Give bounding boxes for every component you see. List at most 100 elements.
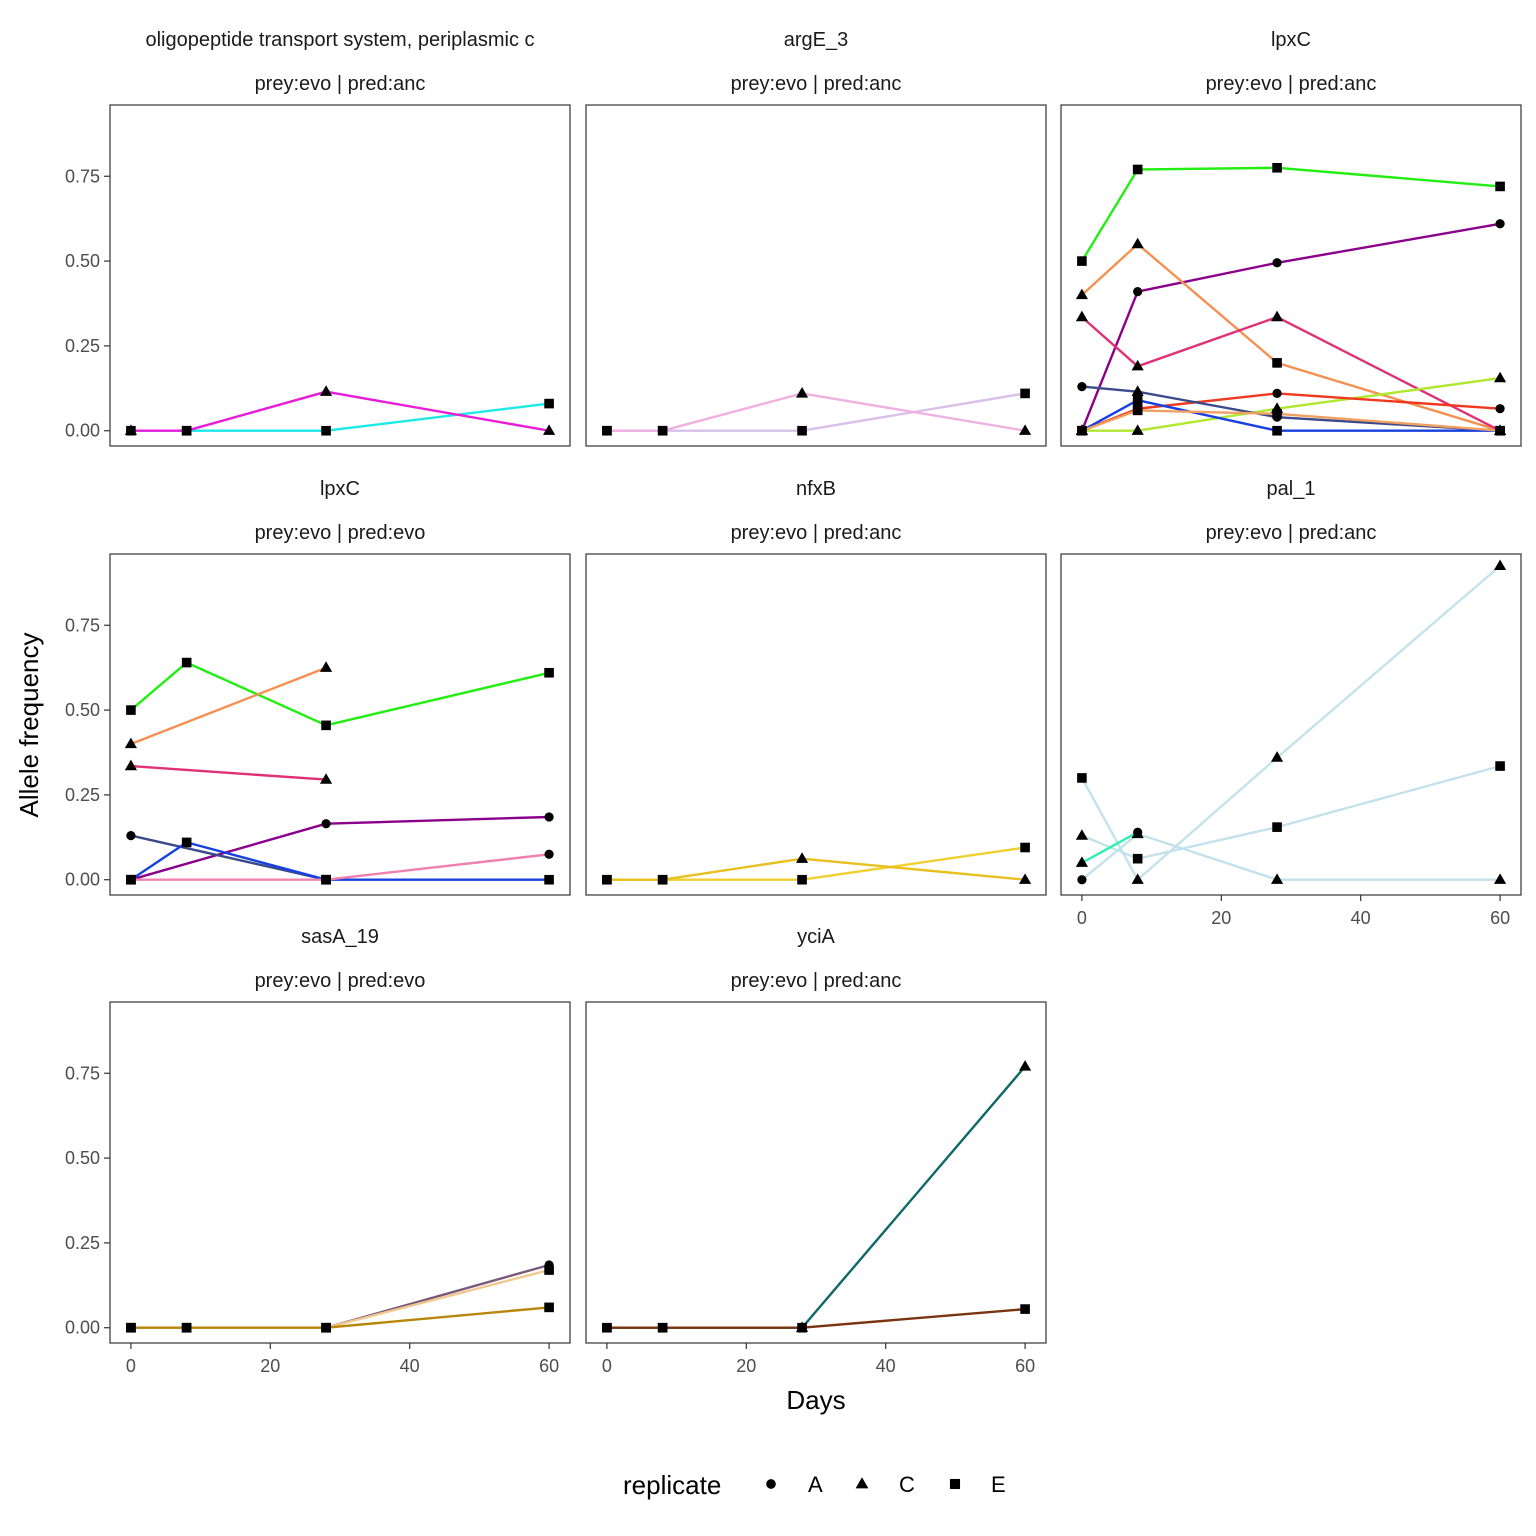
x-tick-label: 40: [400, 1356, 420, 1376]
series-line: [1081, 376, 1501, 432]
panel-border: [585, 553, 1047, 896]
data-point: [1020, 842, 1030, 853]
data-point: [124, 759, 137, 771]
data-point: [124, 737, 137, 749]
data-point: [1132, 405, 1143, 416]
data-point: [181, 425, 192, 436]
series-line: [130, 815, 550, 881]
series-line: [130, 841, 550, 881]
legend-title: replicate: [623, 1470, 721, 1500]
facet-condition-label: prey:evo | pred:anc: [1206, 73, 1377, 95]
data-point: [1270, 873, 1284, 884]
data-point: [1494, 559, 1507, 571]
data-point: [797, 1322, 807, 1333]
x-tick-label: 40: [1351, 908, 1371, 928]
legend-label: C: [899, 1472, 915, 1497]
data-point: [1075, 856, 1088, 867]
y-tick-label: 0.75: [65, 166, 100, 186]
data-point: [1495, 761, 1505, 771]
y-axis-title: Allele frequency: [14, 633, 44, 818]
facet-panel: sasA_19 prey:evo | pred:evo 0.00 0.25 0.50 0.…: [65, 926, 571, 1376]
x-tick-label: 0: [602, 1356, 612, 1376]
x-tick-label: 40: [876, 1356, 896, 1376]
legend-key-a: [766, 1479, 776, 1489]
y-tick-label: 0.75: [65, 1063, 100, 1083]
data-point: [321, 874, 331, 885]
series-line: [606, 1065, 1027, 1329]
series-line: [606, 392, 1026, 432]
data-point: [319, 385, 333, 396]
data-point: [1077, 875, 1087, 885]
legend-label: A: [808, 1472, 823, 1497]
data-point: [1077, 425, 1087, 436]
facet-condition-label: prey:evo | pred:anc: [255, 73, 426, 95]
panel-border: [585, 1001, 1047, 1344]
facet-panel: argE_3 prey:evo | pred:anc: [585, 29, 1047, 447]
data-point: [1495, 181, 1505, 192]
data-point: [1133, 287, 1143, 297]
series-line: [130, 666, 327, 746]
data-point: [1272, 408, 1282, 419]
y-tick-label: 0.50: [65, 1148, 100, 1168]
series-line: [1081, 242, 1501, 432]
x-tick-label: 60: [1015, 1356, 1035, 1376]
legend-key-c: [855, 1477, 869, 1489]
series-line: [606, 392, 1026, 432]
x-tick-label: 60: [539, 1356, 559, 1376]
data-point: [181, 837, 192, 848]
data-point: [126, 425, 136, 436]
data-point: [1077, 382, 1087, 392]
data-point: [797, 874, 807, 885]
series-line: [130, 402, 550, 432]
panel-border: [109, 104, 571, 447]
legend: replicate A C E: [623, 1470, 1006, 1500]
data-point: [321, 1322, 331, 1333]
data-point: [126, 874, 136, 885]
facet-gene-label: pal_1: [1267, 478, 1316, 500]
data-point: [602, 1322, 612, 1333]
data-point: [1020, 388, 1030, 399]
series-line: [606, 1307, 1026, 1329]
series-line: [130, 834, 327, 881]
panel-border: [109, 553, 571, 896]
data-point: [797, 425, 807, 436]
data-point: [1272, 822, 1282, 832]
y-tick-label: 0.00: [65, 421, 100, 441]
series-line: [130, 1268, 550, 1329]
series-line: [1081, 831, 1139, 864]
data-point: [181, 657, 192, 668]
facet-gene-label: oligopeptide transport system, periplasm…: [145, 29, 534, 51]
facet-gene-label: argE_3: [784, 29, 849, 51]
data-point: [126, 705, 136, 715]
y-tick-label: 0.25: [65, 336, 100, 356]
data-point: [1075, 288, 1088, 300]
data-point: [1495, 219, 1505, 229]
y-tick-label: 0.25: [65, 1233, 100, 1253]
facet-gene-label: yciA: [797, 926, 835, 948]
data-point: [602, 874, 612, 885]
data-point: [544, 812, 554, 822]
data-point: [319, 661, 333, 672]
panel-border: [585, 104, 1047, 447]
series-line: [1081, 409, 1501, 432]
data-point: [1075, 310, 1088, 322]
x-axis-title: Days: [786, 1385, 845, 1415]
series-line: [130, 661, 550, 727]
facet-gene-label: lpxC: [320, 478, 360, 500]
facet-gene-label: lpxC: [1271, 29, 1311, 51]
series-line: [130, 390, 550, 432]
x-tick-label: 20: [736, 1356, 756, 1376]
y-tick-label: 0.50: [65, 700, 100, 720]
facet-panel: lpxC prey:evo | pred:anc: [1060, 29, 1522, 447]
data-point: [1132, 395, 1143, 405]
data-point: [1020, 1304, 1030, 1314]
data-point: [657, 1322, 668, 1333]
data-point: [321, 720, 331, 731]
facet-condition-label: prey:evo | pred:anc: [731, 73, 902, 95]
facet-condition-label: prey:evo | pred:anc: [1206, 522, 1377, 544]
data-point: [1019, 873, 1032, 884]
panel-border: [109, 1001, 571, 1344]
data-point: [657, 874, 668, 885]
facet-panel: yciA prey:evo | pred:anc 0 20 40 60: [585, 926, 1047, 1376]
